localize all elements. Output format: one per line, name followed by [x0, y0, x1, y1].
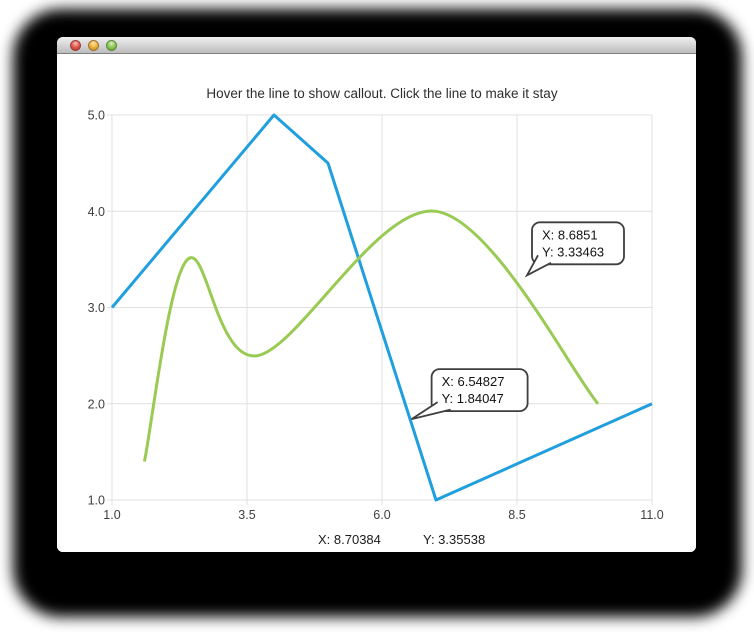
- series-lines[interactable]: [110, 113, 653, 502]
- callout-text-line: X: 8.6851: [542, 227, 598, 242]
- callout-text-line: Y: 1.84047: [442, 391, 504, 406]
- app-window: Hover the line to show callout. Click th…: [57, 37, 696, 552]
- minimize-button-icon[interactable]: [88, 39, 99, 51]
- chart-title: Hover the line to show callout. Click th…: [206, 86, 557, 101]
- spline-series[interactable]: [142, 209, 600, 462]
- callouts: X: 8.6851 Y: 3.33463 X: 6.54827 Y: 1.84047: [411, 221, 625, 420]
- y-tick-label: 3.0: [88, 301, 105, 315]
- close-button-icon[interactable]: [70, 39, 81, 51]
- callout-box: [531, 221, 625, 266]
- x-tick-label: 11.0: [640, 508, 663, 522]
- x-tick-label: 1.0: [103, 508, 120, 522]
- chart-view: Hover the line to show callout. Click th…: [57, 54, 696, 552]
- hover-coord-y: Y: 3.35538: [423, 532, 485, 547]
- line-series[interactable]: [110, 113, 653, 502]
- y-tick-label: 1.0: [88, 494, 105, 508]
- callout-tail: [411, 401, 451, 420]
- gridlines: [107, 114, 653, 505]
- callout-text-line: Y: 3.33463: [542, 244, 604, 259]
- x-tick-label: 8.5: [508, 508, 525, 522]
- hover-coord-x: X: 8.70384: [318, 532, 381, 547]
- y-tick-label: 2.0: [88, 397, 105, 411]
- callout-text-line: X: 6.54827: [442, 374, 505, 389]
- callout-tooltip: X: 8.6851 Y: 3.33463: [524, 221, 625, 278]
- y-tick-label: 5.0: [88, 109, 105, 123]
- callout-tooltip: X: 6.54827 Y: 1.84047: [411, 368, 529, 420]
- callout-box: [430, 368, 529, 413]
- x-tick-label: 6.0: [373, 508, 390, 522]
- window-titlebar[interactable]: [57, 37, 696, 54]
- y-tick-label: 4.0: [88, 205, 105, 219]
- x-tick-label: 3.5: [238, 508, 255, 522]
- chart-canvas[interactable]: Hover the line to show callout. Click th…: [57, 54, 696, 552]
- callout-tail: [524, 254, 552, 278]
- zoom-button-icon[interactable]: [106, 39, 117, 51]
- axis-tick-labels: 1.0 3.5 6.0 8.5 11.0 1.0 2.0 3.0 4.0 5.0: [88, 109, 664, 523]
